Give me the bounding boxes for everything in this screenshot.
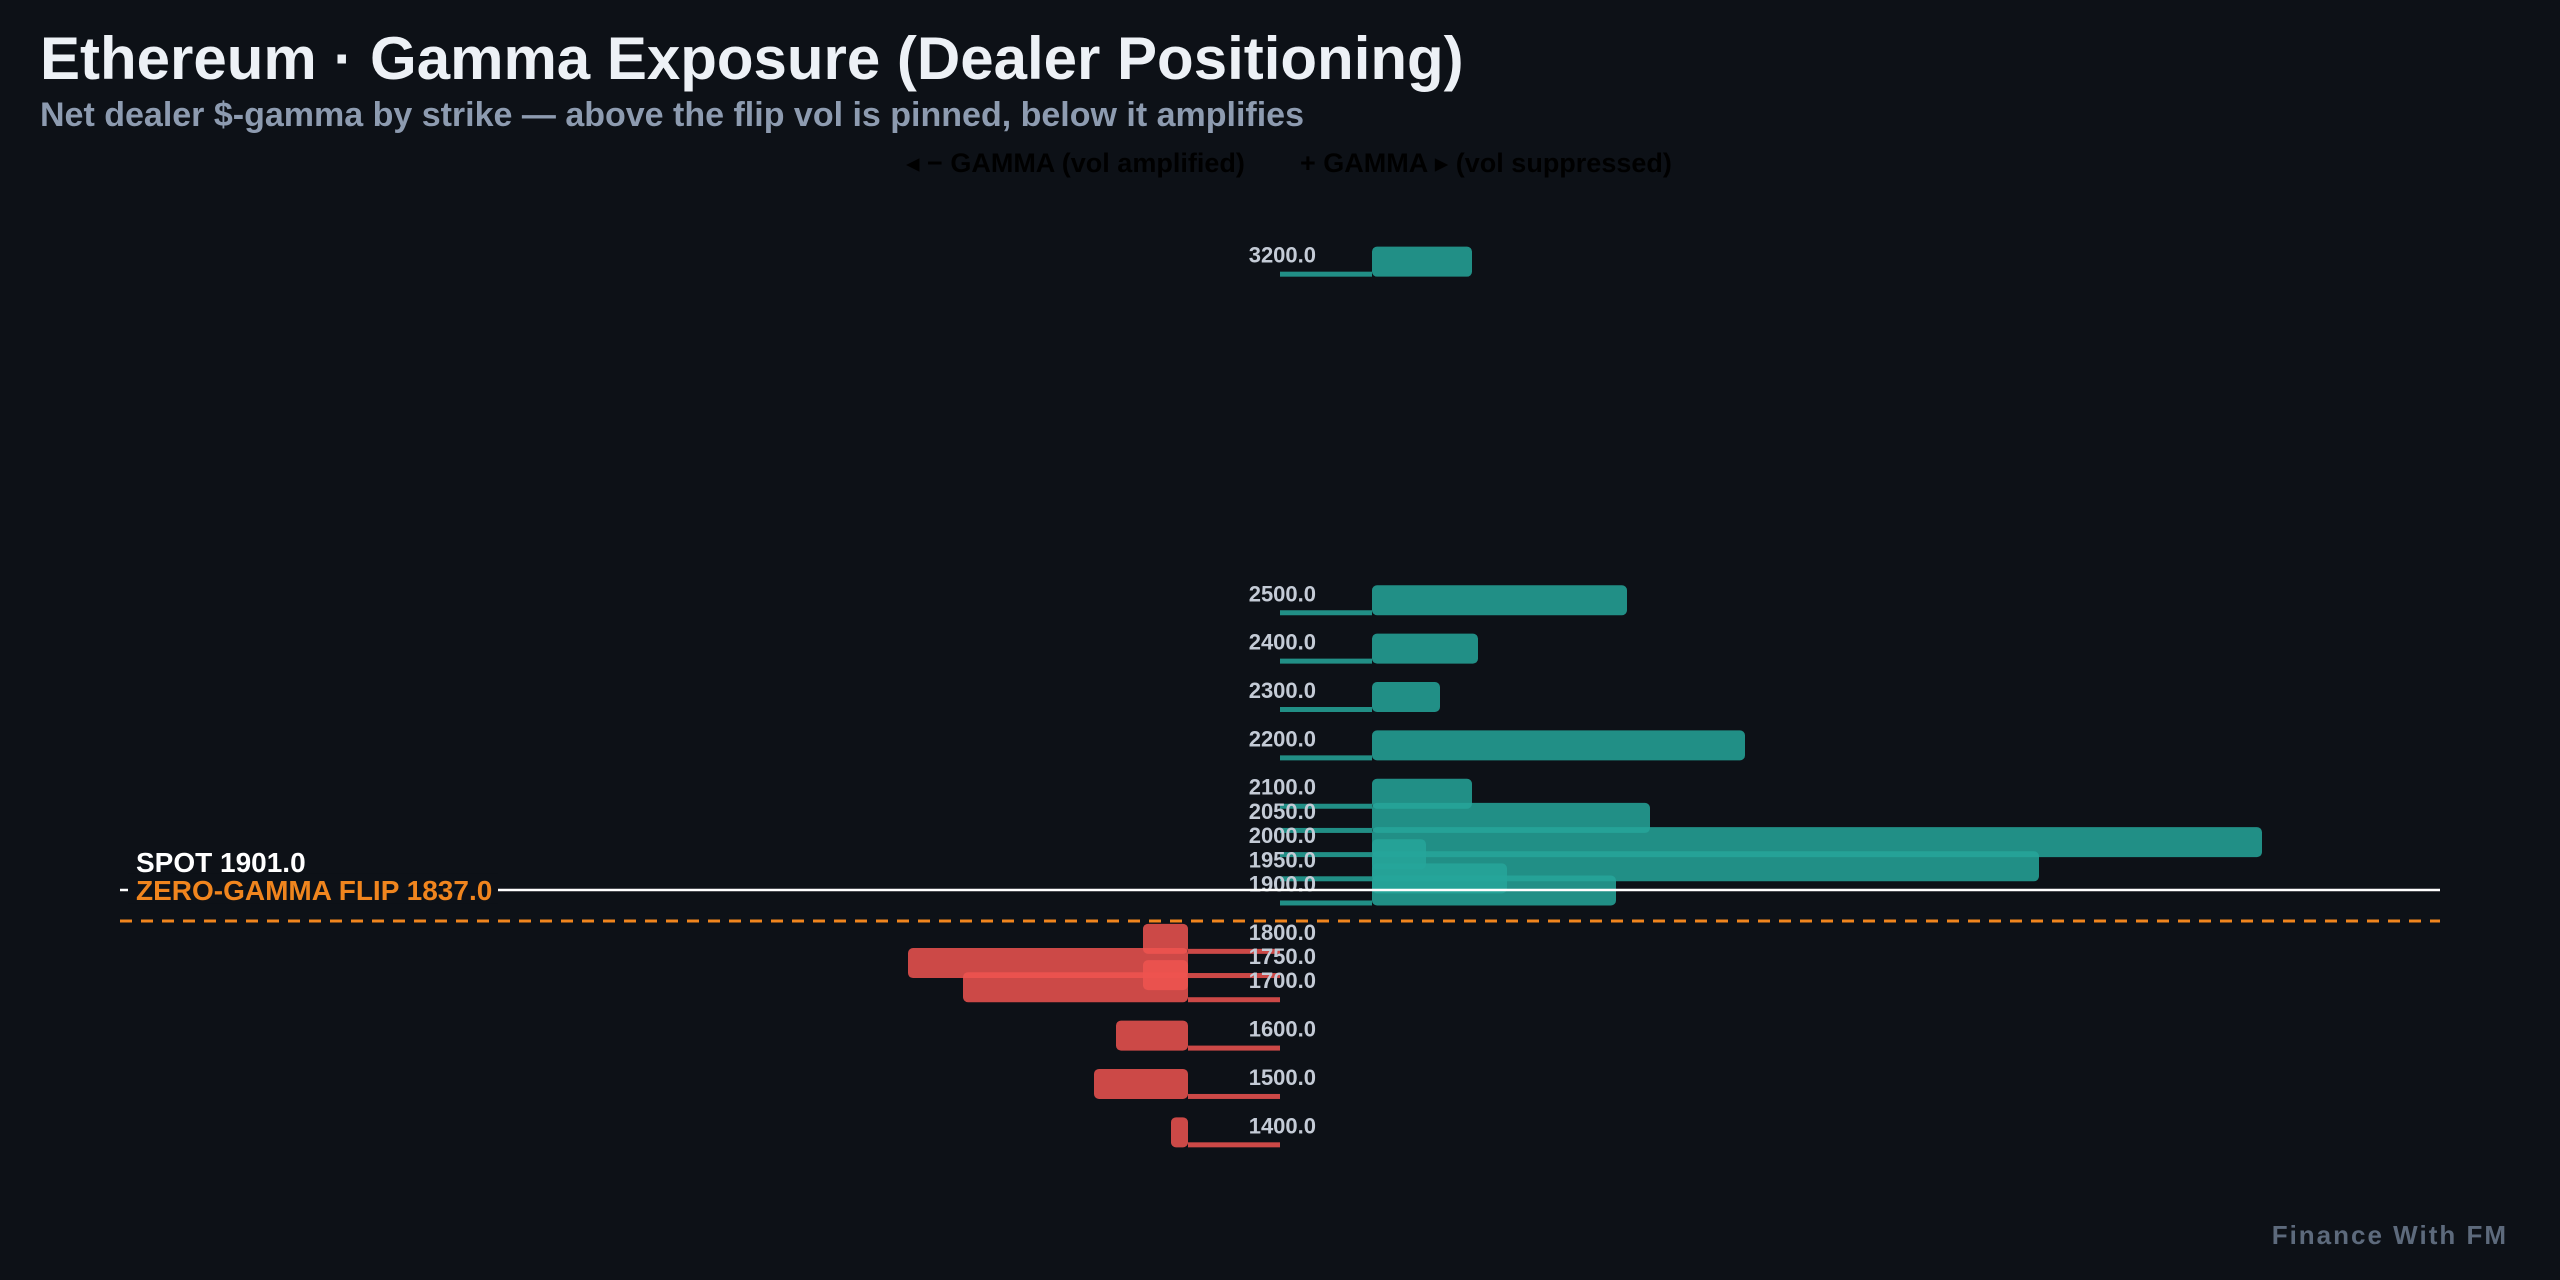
chart-title: Ethereum · Gamma Exposure (Dealer Positi… xyxy=(40,25,1464,92)
bar-connector-1400 xyxy=(1188,1142,1280,1148)
bar-connector-2050 xyxy=(1280,827,1372,833)
strike-label-2400: 2400.0 xyxy=(1249,630,1316,655)
legend-positive-gamma: + GAMMA ▸ (vol suppressed) xyxy=(1300,148,1672,178)
positive-gamma-bar-2050 xyxy=(1372,802,1650,833)
strike-label-1400: 1400.0 xyxy=(1249,1113,1316,1138)
strike-label-2050: 2050.0 xyxy=(1249,799,1316,824)
positive-gamma-bar-1950 xyxy=(1372,851,2039,882)
zero-gamma-flip-label: ZERO-GAMMA FLIP 1837.0 xyxy=(136,875,492,906)
negative-gamma-bar-1600 xyxy=(1116,1020,1188,1051)
negative-gamma-bar-1400 xyxy=(1171,1117,1188,1148)
positive-gamma-bar-2300 xyxy=(1372,682,1440,712)
bar-connector-2400 xyxy=(1280,658,1372,664)
bar-connector-3200 xyxy=(1280,271,1372,277)
strike-label-2000: 2000.0 xyxy=(1249,823,1316,848)
flip-label-backing xyxy=(128,873,498,904)
bars-layer xyxy=(908,246,2262,1148)
strike-label-1800: 1800.0 xyxy=(1249,920,1316,945)
bar-connector-1900 xyxy=(1280,900,1372,906)
bar-connector-2100 xyxy=(1280,803,1372,809)
strike-label-3200: 3200.0 xyxy=(1249,243,1316,268)
positive-gamma-bar-2400 xyxy=(1372,633,1478,664)
strike-label-2200: 2200.0 xyxy=(1249,726,1316,751)
positive-gamma-bar-2100 xyxy=(1372,778,1472,809)
bar-connector-1700 xyxy=(1188,997,1280,1003)
spot-label: SPOT 1901.0 xyxy=(136,847,306,878)
bar-connector-1950 xyxy=(1280,876,1372,882)
bar-connector-2000 xyxy=(1280,852,1372,858)
watermark: Finance With FM xyxy=(2271,1220,2508,1250)
strike-labels-layer: 3200.0 2500.0 2400.0 2300.0 2200.0 2100.02050… xyxy=(1249,243,1316,1139)
strike-label-2100: 2100.0 xyxy=(1249,775,1316,800)
strike-label-1950: 1950.0 xyxy=(1249,847,1316,872)
bar-connector-2300 xyxy=(1280,707,1372,712)
positive-gamma-bar-2500 xyxy=(1372,585,1627,616)
bar-connector-1500 xyxy=(1188,1093,1280,1099)
strike-label-1500: 1500.0 xyxy=(1249,1065,1316,1090)
strike-label-1900: 1900.0 xyxy=(1249,871,1316,896)
strike-label-2500: 2500.0 xyxy=(1249,581,1316,606)
positive-gamma-bar-2200 xyxy=(1372,730,1745,761)
bar-connector-1750 xyxy=(1188,973,1280,979)
legend-negative-gamma: ◂ − GAMMA (vol amplified) xyxy=(906,148,1245,178)
bar-connector-2500 xyxy=(1280,610,1372,616)
strike-label-1750: 1750.0 xyxy=(1249,944,1316,969)
positive-gamma-bar-2000 xyxy=(1372,827,2262,858)
negative-gamma-bar-1750 xyxy=(908,948,1188,979)
positive-gamma-bar-3200 xyxy=(1372,246,1472,277)
bar-connector-1800 xyxy=(1188,948,1280,954)
negative-gamma-bar-1700 xyxy=(963,972,1188,1003)
bar-connector-1600 xyxy=(1188,1045,1280,1051)
bar-connector-2200 xyxy=(1280,755,1372,761)
chart-subtitle: Net dealer $-gamma by strike — above the… xyxy=(40,96,1304,134)
negative-gamma-bar-1500 xyxy=(1094,1068,1188,1099)
strike-label-2300: 2300.0 xyxy=(1249,678,1316,703)
strike-label-1600: 1600.0 xyxy=(1249,1017,1316,1042)
negative-gamma-bar-1800 xyxy=(1143,923,1188,954)
strike-label-1700: 1700.0 xyxy=(1249,968,1316,993)
